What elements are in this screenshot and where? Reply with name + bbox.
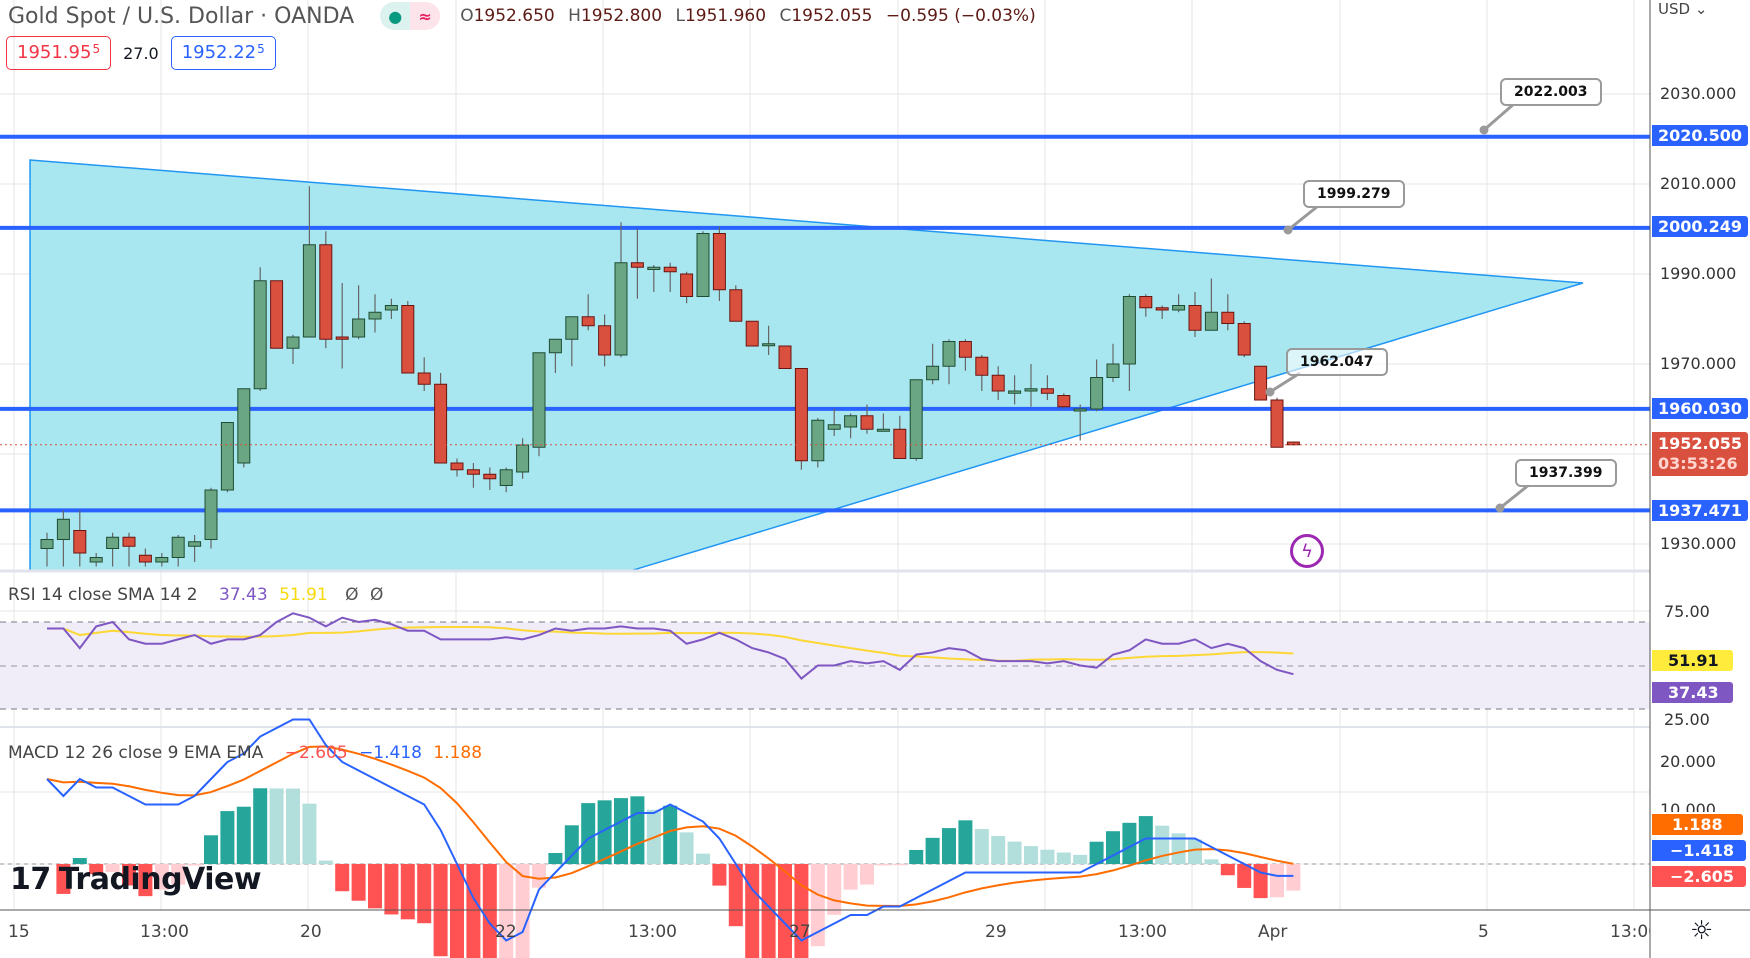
level-tag[interactable]: 1960.030 xyxy=(1652,398,1749,419)
time-tick: 13:00 xyxy=(628,922,677,942)
price-tick: 1990.000 xyxy=(1660,264,1737,283)
price-tick: 1970.000 xyxy=(1660,354,1737,373)
price-callout[interactable]: 1937.399 xyxy=(1515,459,1617,487)
price-callout[interactable]: 1962.047 xyxy=(1286,348,1388,376)
price-tick: 2010.000 xyxy=(1660,174,1737,193)
price-tick: 1930.000 xyxy=(1660,534,1737,553)
time-tick: 22 xyxy=(495,922,517,942)
price-callout[interactable]: 2022.003 xyxy=(1500,78,1602,106)
rsi-line xyxy=(47,612,1294,680)
data-delay-icon: ≈ xyxy=(410,2,441,30)
symbol-legend: Gold Spot / U.S. Dollar · OANDA ● ≈ O195… xyxy=(8,2,1044,30)
candlestick-series xyxy=(40,186,1300,567)
macd-hist-tag: −2.605 xyxy=(1652,866,1747,887)
rsi-sma-tag: 51.91 xyxy=(1652,650,1733,671)
rsi-tick: 25.00 xyxy=(1664,710,1710,729)
level-tag[interactable]: 2000.249 xyxy=(1652,216,1749,237)
tradingview-logo-icon: 17 xyxy=(10,862,51,897)
macd-legend[interactable]: MACD 12 26 close 9 EMA EMA −2.605 −1.418… xyxy=(8,743,483,763)
level-tag[interactable]: 1937.471 xyxy=(1652,500,1749,521)
change-value: −0.595 (−0.03%) xyxy=(885,6,1036,26)
macd-line xyxy=(46,718,1294,942)
macd-hist-value: −2.605 xyxy=(284,743,348,763)
sell-button[interactable]: 1951.95 5 xyxy=(6,36,112,70)
market-open-dot-icon: ● xyxy=(380,2,411,30)
macd-tick: 10.000 xyxy=(1660,800,1716,812)
currency-selector[interactable]: USD ⌄ xyxy=(1658,0,1708,18)
rsi-sma-value: 51.91 xyxy=(279,585,328,605)
time-tick: 5 xyxy=(1478,922,1489,942)
time-tick: 13:00 xyxy=(140,922,189,942)
macd-tick: 20.000 xyxy=(1660,752,1716,771)
rsi-legend[interactable]: RSI 14 close SMA 14 2 37.43 51.91 Ø Ø xyxy=(8,585,384,605)
time-tick: 20 xyxy=(300,922,322,942)
quote-row: 1951.95 5 27.0 1952.22 5 xyxy=(6,36,276,70)
level-tag[interactable]: 2020.500 xyxy=(1652,125,1749,146)
buy-button[interactable]: 1952.22 5 xyxy=(170,36,276,70)
macd-signal-tag: 1.188 xyxy=(1652,814,1743,835)
time-tick: Apr xyxy=(1258,922,1288,942)
symbol-title[interactable]: Gold Spot / U.S. Dollar · OANDA xyxy=(8,3,355,29)
chevron-down-icon: ⌄ xyxy=(1694,0,1708,18)
ohlc-values: O1952.650 H1952.800 L1951.960 C1952.055 … xyxy=(460,6,1036,26)
macd-signal-value: 1.188 xyxy=(433,743,483,763)
open-value: 1952.650 xyxy=(473,6,555,26)
macd-tag: −1.418 xyxy=(1652,840,1747,861)
macd-signal-line xyxy=(46,745,1294,907)
settings-gear-icon[interactable]: ☼ xyxy=(1690,916,1714,946)
callout-connectors xyxy=(1265,101,1531,513)
rsi-tag: 37.43 xyxy=(1652,682,1733,703)
rsi-tick: 75.00 xyxy=(1664,602,1710,621)
rsi-value: 37.43 xyxy=(219,585,268,605)
time-tick: 13:00 xyxy=(1118,922,1167,942)
price-callout[interactable]: 1999.279 xyxy=(1303,180,1405,208)
time-tick: 29 xyxy=(985,922,1007,942)
last-price-tag: 1952.055 03:53:26 xyxy=(1652,432,1749,476)
horizontal-levels[interactable] xyxy=(0,134,1650,513)
bar-countdown: 03:53:26 xyxy=(1658,454,1738,473)
market-status[interactable]: ● ≈ xyxy=(380,2,441,30)
lightning-event-icon[interactable]: ϟ xyxy=(1290,534,1324,568)
price-tick: 2030.000 xyxy=(1660,84,1737,103)
macd-value: −1.418 xyxy=(359,743,422,763)
tradingview-logo[interactable]: 17 TradingView xyxy=(10,862,262,897)
low-value: 1951.960 xyxy=(684,6,767,26)
time-tick: 27 xyxy=(789,922,811,942)
time-tick: 13:00 xyxy=(1610,922,1650,942)
time-tick: 15 xyxy=(8,922,30,942)
spread-value: 27.0 xyxy=(123,43,159,63)
macd-histogram xyxy=(56,788,1301,958)
close-value: 1952.055 xyxy=(791,6,873,26)
high-value: 1952.800 xyxy=(580,6,663,26)
